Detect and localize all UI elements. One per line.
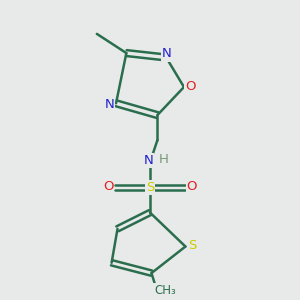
Text: S: S bbox=[146, 181, 154, 194]
Text: S: S bbox=[188, 238, 196, 251]
Text: N: N bbox=[162, 47, 172, 61]
Text: CH₃: CH₃ bbox=[154, 284, 176, 297]
Text: O: O bbox=[185, 80, 196, 93]
Text: O: O bbox=[187, 180, 197, 194]
Text: N: N bbox=[144, 154, 153, 167]
Text: H: H bbox=[159, 153, 169, 166]
Text: N: N bbox=[105, 98, 114, 111]
Text: O: O bbox=[103, 180, 113, 194]
